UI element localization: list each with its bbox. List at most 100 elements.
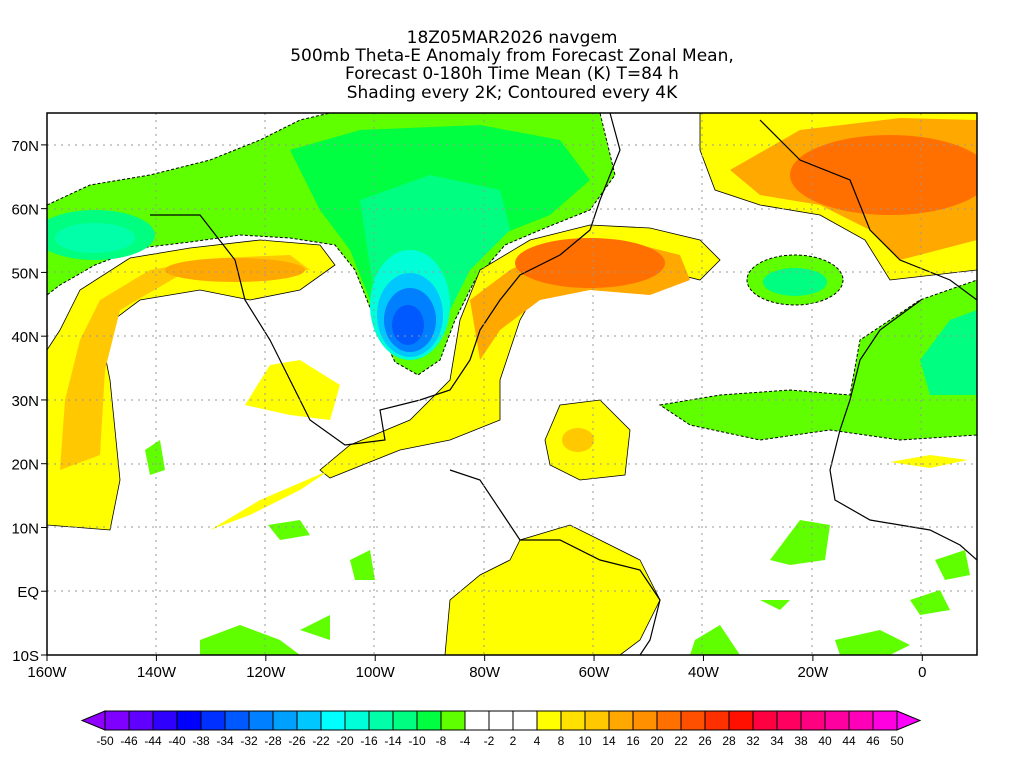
- colorbar-label: -20: [336, 734, 354, 748]
- colorbar-box: [224, 710, 250, 731]
- positive-anomaly-region: [60, 255, 310, 470]
- colorbar-box: [512, 710, 538, 731]
- negative-anomaly-region: [920, 310, 977, 395]
- lon-axis: 160W 140W 120W 100W 80W 60W 40W 20W 0: [27, 655, 926, 681]
- colorbar-box: [752, 710, 778, 731]
- positive-anomaly-region: [165, 258, 305, 282]
- positive-anomaly-region: [562, 428, 594, 452]
- lon-tick-label: 0: [918, 664, 926, 681]
- lon-tick-label: 100W: [356, 664, 396, 681]
- colorbar-label: 28: [722, 734, 736, 748]
- title-line-1: 18Z05MAR2026 navgem: [406, 28, 618, 48]
- colorbar-box: [392, 710, 418, 731]
- colorbar-box: [584, 710, 610, 731]
- lat-tick-label: 10N: [11, 520, 39, 537]
- colorbar: -50 -46 -44 -40 -38 -34 -32 -28 -26 -22 -20 -16 -14-…: [80, 710, 922, 748]
- negative-anomaly-region: [55, 223, 135, 253]
- grid-lines: [47, 113, 977, 655]
- colorbar-box: [104, 710, 130, 731]
- colorbar-label: 20: [650, 734, 664, 748]
- title-line-3: Forecast 0-180h Time Mean (K) T=84 h: [345, 64, 679, 84]
- negative-anomaly-region: [763, 268, 827, 296]
- lat-tick-label: 50N: [11, 265, 39, 282]
- colorbar-under-triangle: [80, 710, 106, 731]
- positive-anomaly-region: [790, 135, 977, 215]
- colorbar-label: -40: [168, 734, 186, 748]
- colorbar-label: 8: [558, 734, 565, 748]
- lon-tick-label: 40W: [688, 664, 720, 681]
- colorbar-box: [416, 710, 442, 731]
- colorbar-label: -46: [120, 734, 138, 748]
- colorbar-box: [656, 710, 682, 731]
- colorbar-box: [200, 710, 226, 731]
- negative-anomaly-region: [392, 305, 424, 345]
- colorbar-over-triangle: [896, 710, 922, 731]
- colorbar-box: [344, 710, 370, 731]
- positive-anomaly-region: [515, 238, 665, 288]
- colorbar-box: [728, 710, 754, 731]
- colorbar-label: 14: [602, 734, 616, 748]
- colorbar-box: [440, 710, 466, 731]
- colorbar-label: -44: [144, 734, 162, 748]
- colorbar-label: 40: [818, 734, 832, 748]
- lat-tick-label: 20N: [11, 457, 39, 474]
- negative-anomaly-region: [145, 440, 970, 655]
- colorbar-box: [560, 710, 586, 731]
- positive-anomaly-region: [319, 224, 721, 479]
- colorbar-label: -28: [264, 734, 282, 748]
- colorbar-label: 32: [746, 734, 760, 748]
- colorbar-box: [848, 710, 874, 731]
- lat-tick-label: 30N: [11, 393, 39, 410]
- colorbar-label: -16: [360, 734, 378, 748]
- colorbar-label: 10: [578, 734, 592, 748]
- lat-tick-label: 10S: [12, 648, 39, 665]
- colorbar-box: [608, 710, 634, 731]
- negative-anomaly-region: [658, 279, 977, 441]
- colorbar-label: -8: [436, 734, 447, 748]
- colorbar-box: [776, 710, 802, 731]
- colorbar-label: -10: [408, 734, 426, 748]
- lon-tick-label: 60W: [579, 664, 611, 681]
- positive-anomaly-region: [245, 360, 340, 420]
- colorbar-box: [488, 710, 514, 731]
- colorbar-label: 38: [794, 734, 808, 748]
- colorbar-label: -32: [240, 734, 258, 748]
- colorbar-box: [320, 710, 346, 731]
- colorbar-label: 16: [626, 734, 640, 748]
- lat-tick-label: 40N: [11, 329, 39, 346]
- colorbar-box: [464, 710, 490, 731]
- colorbar-label: 34: [770, 734, 784, 748]
- colorbar-label: -34: [216, 734, 234, 748]
- colorbar-label: 26: [698, 734, 712, 748]
- lat-tick-label: 70N: [11, 138, 39, 155]
- title-line-2: 500mb Theta-E Anomaly from Forecast Zona…: [290, 46, 734, 66]
- colorbar-box: [272, 710, 298, 731]
- lon-tick-label: 140W: [137, 664, 177, 681]
- shading-layer: [47, 113, 977, 655]
- colorbar-label: -22: [312, 734, 330, 748]
- lat-tick-label: EQ: [17, 584, 39, 601]
- lon-tick-label: 120W: [246, 664, 286, 681]
- colorbar-label: -38: [192, 734, 210, 748]
- colorbar-box: [128, 710, 154, 731]
- positive-anomaly-region: [890, 455, 968, 468]
- colorbar-label: -2: [484, 734, 495, 748]
- colorbar-box: [152, 710, 178, 731]
- colorbar-box: [248, 710, 274, 731]
- positive-anomaly-region: [444, 524, 661, 655]
- colorbar-box: [176, 710, 202, 731]
- lon-tick-label: 80W: [469, 664, 501, 681]
- colorbar-box: [872, 710, 898, 731]
- positive-anomaly-region: [210, 470, 330, 530]
- colorbar-box: [800, 710, 826, 731]
- colorbar-label: 2: [510, 734, 517, 748]
- colorbar-box: [632, 710, 658, 731]
- colorbar-label: -26: [288, 734, 306, 748]
- colorbar-label: 44: [842, 734, 856, 748]
- colorbar-box: [536, 710, 562, 731]
- colorbar-box: [824, 710, 850, 731]
- lon-tick-label: 160W: [27, 664, 67, 681]
- lat-axis: 70N 60N 50N 40N 30N 20N 10N EQ 10S: [11, 138, 47, 665]
- colorbar-label: 50: [890, 734, 904, 748]
